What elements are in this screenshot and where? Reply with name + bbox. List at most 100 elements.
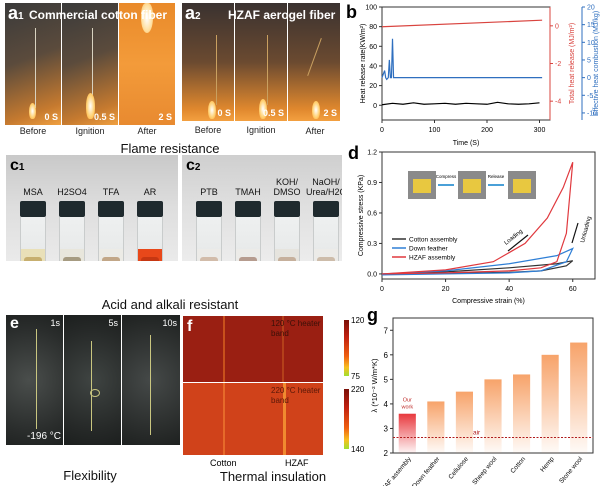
y-tick-label: 0.9 (367, 180, 377, 187)
time-label: 0 S (44, 112, 58, 122)
vial-label: AR (143, 187, 157, 197)
vial (274, 201, 300, 261)
bar-cotton (513, 374, 531, 453)
fiber (150, 335, 151, 435)
time-label: 0 S (217, 108, 231, 118)
panel-label-c2: c2 (186, 157, 201, 174)
legend-label: Cotton assembly (409, 237, 458, 244)
annotation-unloading: Unloading (580, 216, 593, 244)
x-tick-label: Down feather (411, 455, 442, 486)
time-label: 2 S (323, 108, 337, 118)
fiber (91, 341, 92, 431)
band-label: 120 °C heater band (271, 319, 321, 338)
y-tick-label: 2 (384, 449, 389, 458)
sample (413, 179, 431, 193)
caption-thermal-insulation: Thermal insulation (219, 469, 327, 484)
x-tick-label: Cellulose (447, 456, 470, 481)
colorbar-max: 120 (351, 316, 365, 325)
y-right2-tick-label: 5 (587, 57, 591, 64)
time-label: 5s (108, 318, 118, 328)
y-axis-label: Compressive stress (KPa) (358, 175, 365, 256)
vial (20, 201, 46, 261)
vial (98, 201, 124, 261)
time-label: 1s (50, 318, 60, 328)
band-label: 220 °C heater band (271, 386, 321, 405)
x-tick-label: HZAF assembly (378, 455, 414, 486)
y-right2-tick-label: 0 (587, 75, 591, 82)
frame-a2-after: 2 S (288, 3, 340, 121)
y-right1-tick-label: -2 (555, 61, 561, 68)
colorbar-max: 220 (351, 385, 365, 394)
legend-label: Down feather (409, 246, 448, 253)
vial-cap (59, 201, 85, 217)
annotation-release: Release (488, 174, 505, 179)
vial-label: TFA (102, 187, 120, 197)
y-tick-label: 5 (384, 375, 389, 384)
reference-line-label: air (473, 430, 481, 437)
frame-a2-ignition: 0.5 S (235, 3, 287, 121)
colorbar-bottom (344, 389, 349, 449)
panel-c1: c1 MSA H2SO4 TFA AR (6, 155, 178, 261)
hzaf-fiber-line (283, 383, 286, 455)
vial-cap (235, 201, 261, 217)
panel-a1: 0 S 0.5 S 2 S a1 Commercial cotton fiber (5, 3, 175, 125)
fiber-sample (24, 257, 42, 261)
x-tick-label: 20 (442, 286, 450, 293)
frame-caption: Before (19, 126, 47, 136)
bar-down-feather (427, 401, 445, 453)
vial-glass (137, 217, 163, 261)
fiber (92, 28, 93, 98)
panel-label-d: d (348, 143, 359, 163)
fiber-loop (90, 389, 100, 397)
flame-icon (141, 3, 153, 33)
fiber-sample (200, 257, 218, 261)
vial-glass (196, 217, 222, 261)
time-label: 0.5 S (93, 112, 115, 122)
colorbar-top (344, 320, 349, 376)
frame-caption: Before (194, 125, 222, 135)
fiber (307, 38, 322, 76)
x-axis-label: Time (S) (453, 140, 480, 147)
x-tick-label: 100 (429, 127, 441, 134)
fiber (267, 35, 268, 105)
y-tick-label: 60 (369, 44, 377, 51)
panel-title: Commercial cotton fiber (29, 8, 168, 22)
y-axis-label: Heat release rate(KW/m²) (360, 24, 367, 104)
x-tick-label: Hemp (539, 455, 556, 473)
annotation-our: Our (403, 398, 412, 404)
series-line-total-heat-release (381, 19, 543, 28)
vial-cap (98, 201, 124, 217)
frame-caption: Ignition (246, 125, 276, 135)
chart-g: g 2 3 4 5 6 7 λ (*10⁻² W/m*K) HZAF assemblyDown … (367, 305, 594, 486)
y-right2-tick-label: 15 (587, 22, 595, 29)
panel-label-c1: c1 (10, 157, 25, 174)
y-right2-tick-label: -5 (587, 93, 593, 100)
x-axis-label: Compressive strain (%) (452, 298, 525, 305)
vial-label: NaOH/ Urea/H2O (306, 177, 342, 197)
vial-glass (274, 217, 300, 261)
frame-caption: Ignition (75, 126, 105, 136)
vial-label: H2SO4 (57, 187, 87, 197)
frame-e-10: 10s (122, 315, 180, 445)
time-label: 0.5 S (262, 108, 284, 118)
y-tick-label: 6 (384, 351, 389, 360)
frame-caption: After (305, 126, 325, 136)
vial-cap (313, 201, 339, 217)
flame-icon (312, 101, 320, 119)
fiber (35, 28, 36, 108)
y-right2-tick-label: 20 (587, 5, 595, 12)
panel-label-f: f (187, 318, 193, 335)
y-right1-axis-label: Total heat release (MJ/m²) (569, 23, 576, 104)
fiber-sample (317, 257, 335, 261)
y-tick-label: 0.0 (367, 271, 377, 278)
x-tick-label: 300 (534, 127, 546, 134)
bar-stone-wool (570, 342, 588, 453)
flame-icon (29, 103, 36, 119)
vial-glass (59, 217, 85, 261)
y-tick-label: 1.2 (367, 150, 377, 157)
vial (235, 201, 261, 261)
time-label: 10s (162, 318, 177, 328)
y-axis-label: λ (*10⁻² W/m*K) (370, 358, 379, 412)
panel-label-e: e (10, 315, 19, 332)
